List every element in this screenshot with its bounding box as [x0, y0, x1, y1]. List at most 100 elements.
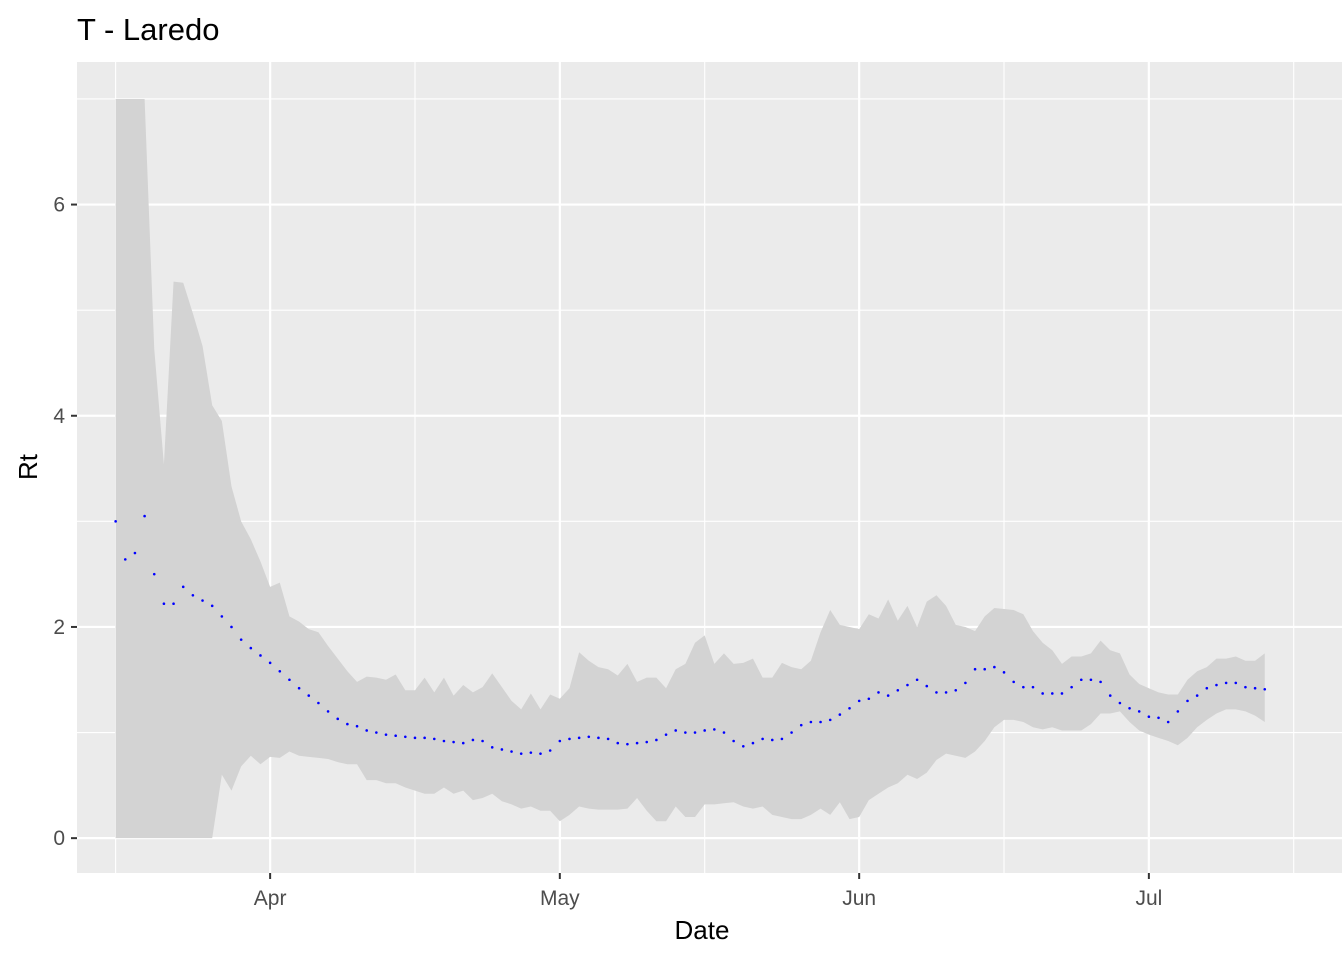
- rt-point: [780, 737, 784, 741]
- rt-point: [259, 654, 262, 657]
- x-tick-label: Jul: [1135, 887, 1162, 910]
- rt-point: [964, 681, 967, 685]
- rt-point: [297, 686, 301, 690]
- rt-point: [278, 670, 282, 673]
- rt-point: [587, 735, 591, 739]
- rt-point: [481, 739, 484, 743]
- rt-point: [742, 744, 745, 748]
- rt-point: [143, 514, 146, 518]
- point-layer: [114, 514, 1267, 755]
- chart-title: T - Laredo: [77, 12, 219, 47]
- rt-point: [761, 737, 764, 741]
- rt-point: [375, 731, 378, 734]
- rt-point: [1070, 685, 1073, 689]
- rt-point: [770, 738, 774, 742]
- rt-point: [703, 729, 706, 732]
- rt-point: [674, 729, 677, 732]
- rt-point: [809, 720, 813, 724]
- rt-point: [558, 739, 562, 743]
- rt-point: [239, 638, 243, 641]
- rt-point: [616, 741, 620, 745]
- rt-point: [317, 701, 320, 705]
- rt-point: [799, 723, 803, 727]
- rt-point: [548, 749, 552, 752]
- rt-point: [1128, 706, 1131, 710]
- rt-point: [529, 751, 533, 754]
- ribbon-layer: [115, 98, 1265, 839]
- rt-point: [1195, 694, 1199, 697]
- rt-point: [181, 585, 185, 589]
- rt-point: [1157, 716, 1160, 720]
- x-tick-label: Apr: [254, 887, 287, 910]
- rt-point: [500, 748, 504, 751]
- rt-point: [568, 737, 571, 741]
- rt-point: [490, 746, 494, 749]
- rt-point: [848, 706, 851, 710]
- rt-point: [326, 710, 330, 713]
- rt-point: [973, 667, 977, 671]
- rt-point: [365, 729, 368, 732]
- rt-point: [867, 697, 871, 701]
- rt-point: [1234, 681, 1238, 685]
- rt-point: [1205, 686, 1209, 690]
- rt-point: [1224, 681, 1228, 685]
- rt-point: [432, 737, 436, 741]
- rt-point: [413, 736, 417, 740]
- rt-point: [133, 551, 137, 555]
- rt-point: [577, 736, 581, 740]
- rt-point: [993, 665, 996, 669]
- rt-point: [1051, 692, 1054, 695]
- rt-point: [1099, 680, 1102, 684]
- rt-point: [1186, 699, 1189, 703]
- rt-point: [1215, 683, 1218, 687]
- rt-point: [684, 731, 687, 734]
- y-axis-title: Rt: [13, 453, 43, 480]
- rt-point: [123, 558, 127, 561]
- rt-point: [954, 689, 958, 692]
- rt-point: [442, 739, 446, 743]
- rt-point: [268, 661, 272, 665]
- rt-point: [423, 736, 426, 740]
- rt-point: [790, 731, 793, 734]
- rt-point: [346, 722, 349, 726]
- rt-point: [191, 593, 195, 597]
- rt-point: [819, 720, 822, 724]
- rt-point: [152, 572, 156, 576]
- rt-point: [732, 739, 735, 743]
- y-tick-label: 6: [53, 194, 65, 217]
- rt-point: [210, 604, 214, 608]
- rt-point: [1166, 720, 1170, 724]
- rt-point: [655, 738, 658, 742]
- rt-point: [838, 713, 842, 716]
- rt-point: [857, 699, 861, 703]
- x-tick-label: May: [540, 887, 580, 910]
- rt-point: [722, 731, 726, 734]
- rt-point: [886, 694, 890, 697]
- rt-point: [693, 731, 697, 734]
- rt-point: [452, 740, 455, 744]
- confidence-ribbon: [115, 98, 1265, 839]
- rt-point: [597, 736, 600, 740]
- rt-point: [1031, 685, 1035, 689]
- y-tick-label: 0: [53, 827, 65, 850]
- rt-point: [539, 752, 542, 755]
- x-axis-title: Date: [675, 915, 730, 945]
- rt-point: [944, 691, 948, 694]
- rt-point: [1176, 710, 1180, 713]
- rt-point: [606, 737, 610, 741]
- rt-point: [713, 728, 716, 731]
- rt-point: [384, 733, 388, 736]
- rt-point: [220, 615, 224, 618]
- rt-point: [394, 734, 397, 738]
- rt-point: [1022, 685, 1025, 689]
- x-tick-label: Jun: [842, 887, 876, 910]
- rt-point: [664, 733, 668, 736]
- rt-point: [935, 691, 938, 694]
- rt-point: [510, 750, 513, 753]
- rt-point: [1253, 686, 1257, 690]
- rt-point: [471, 738, 475, 742]
- rt-point: [307, 694, 311, 697]
- rt-point: [1147, 715, 1151, 719]
- rt-point: [1137, 710, 1141, 713]
